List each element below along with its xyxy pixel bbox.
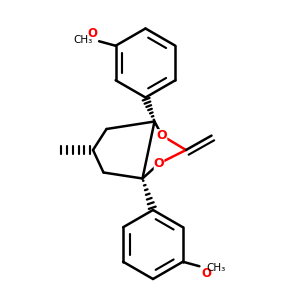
Text: O: O — [88, 27, 98, 40]
Text: O: O — [154, 157, 164, 170]
Text: O: O — [157, 129, 167, 142]
Text: CH₃: CH₃ — [206, 263, 226, 273]
Text: O: O — [201, 267, 211, 280]
Text: CH₃: CH₃ — [73, 35, 92, 45]
